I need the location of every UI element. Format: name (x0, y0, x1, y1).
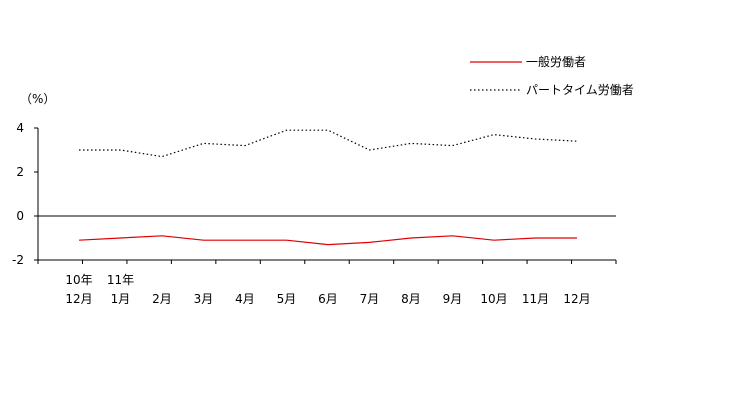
y-axis-label: （%） (20, 92, 55, 106)
x-tick-month-label: 1月 (111, 292, 131, 306)
x-tick-month-label: 12月 (65, 292, 92, 306)
series-lines (78, 129, 578, 246)
x-ticks: 10年 12月 11年 1月 2月 3月 4月 5月 6月 7月 8月 9月 10月 11月 12月 (37, 260, 617, 306)
series-line-1 (79, 129, 578, 158)
y-tick-label: -2 (12, 253, 24, 267)
y-tick-label: 4 (16, 121, 24, 135)
x-tick-month-label: 6月 (318, 292, 338, 306)
y-tick-label: 0 (16, 209, 24, 223)
series-line-0 (78, 235, 577, 246)
x-tick-month-label: 11月 (522, 292, 549, 306)
legend-label-0: 一般労働者 (526, 54, 586, 69)
y-ticks: 4 2 0 -2 (12, 121, 38, 267)
x-tick-month-label: 10月 (480, 292, 507, 306)
x-tick-month-label: 9月 (443, 292, 463, 306)
x-tick-year-label: 10年 (65, 273, 92, 287)
x-tick-month-label: 4月 (235, 292, 255, 306)
x-tick-month-label: 3月 (194, 292, 214, 306)
x-tick-month-label: 2月 (152, 292, 172, 306)
legend-label-1: パートタイム労働者 (526, 83, 634, 97)
x-tick-month-label: 8月 (401, 292, 421, 306)
y-tick-label: 2 (16, 165, 24, 179)
x-tick-month-label: 12月 (563, 292, 590, 306)
x-tick-month-label: 7月 (360, 292, 380, 306)
x-tick-year-label: 11年 (107, 273, 134, 287)
axes (37, 128, 616, 261)
x-tick-month-label: 5月 (277, 292, 297, 306)
